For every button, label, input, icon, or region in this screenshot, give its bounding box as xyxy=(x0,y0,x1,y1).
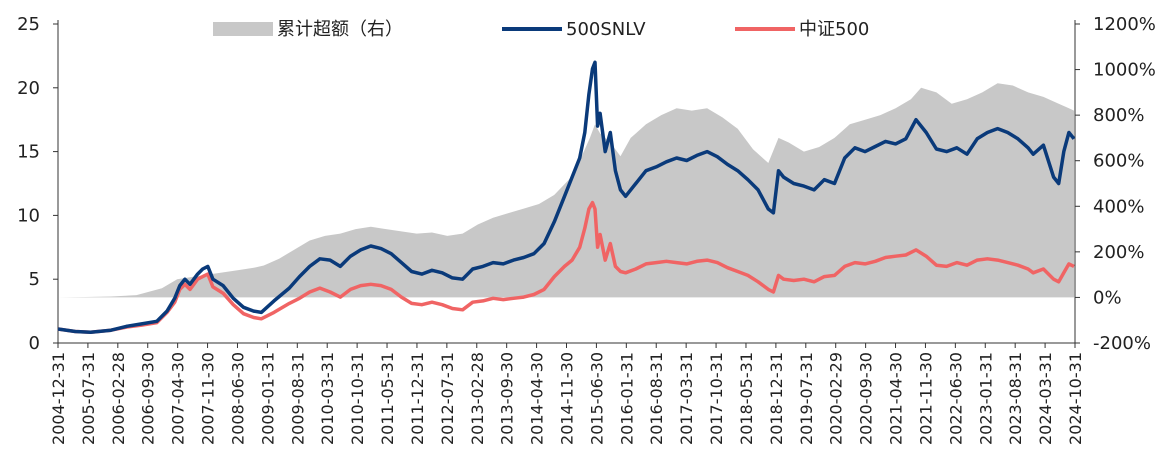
x-tick-label: 2022-06-30 xyxy=(946,352,965,445)
x-tick-label: 2010-10-31 xyxy=(348,352,367,445)
right-tick-label: 1000% xyxy=(1093,60,1156,81)
right-tick-label: 400% xyxy=(1093,196,1144,217)
x-axis-ticks: 2004-12-31 2005-07-31 2006-02-28 2006-09-30… xyxy=(49,343,1085,445)
left-tick-label: 5 xyxy=(29,269,40,290)
series-line-zz500 xyxy=(57,200,1075,334)
x-tick-label: 2020-09-30 xyxy=(857,352,876,445)
x-tick-label: 2013-09-30 xyxy=(498,352,517,445)
x-tick-label: 2016-08-31 xyxy=(647,352,666,445)
x-tick-label: 2016-01-31 xyxy=(617,352,636,445)
x-tick-label: 2018-05-31 xyxy=(737,352,756,445)
x-tick-label: 2007-04-30 xyxy=(169,352,188,445)
x-tick-label: 2010-03-31 xyxy=(318,352,337,445)
x-tick-label: 2023-08-31 xyxy=(1006,352,1025,445)
left-tick-label: 20 xyxy=(17,78,40,99)
x-tick-label: 2011-12-31 xyxy=(408,352,427,445)
right-tick-label: 800% xyxy=(1093,105,1144,126)
legend-label-snlv: 500SNLV xyxy=(566,19,646,40)
lines-layer xyxy=(57,60,1076,334)
left-tick-label: 0 xyxy=(29,333,40,354)
x-tick-label: 2017-03-31 xyxy=(677,352,696,445)
x-tick-label: 2023-01-31 xyxy=(976,352,995,445)
legend-swatch-excess xyxy=(213,22,273,36)
left-tick-label: 15 xyxy=(17,142,40,163)
x-tick-label: 2021-04-30 xyxy=(887,352,906,445)
x-tick-label: 2012-07-31 xyxy=(438,352,457,445)
x-tick-label: 2006-02-28 xyxy=(109,352,128,445)
right-axis-ticks: -200% 0% 200% 400% 600% 800% 1000% 1200% xyxy=(1075,14,1156,354)
left-tick-label: 25 xyxy=(17,14,40,35)
legend: 累计超额（右） 500SNLV 中证500 xyxy=(213,19,869,40)
legend-label-zz500: 中证500 xyxy=(799,19,869,40)
x-tick-label: 2011-05-31 xyxy=(378,352,397,445)
x-tick-label: 2014-04-30 xyxy=(528,352,547,445)
left-tick-label: 10 xyxy=(17,205,40,226)
right-tick-label: -200% xyxy=(1093,333,1151,354)
x-tick-label: 2017-10-31 xyxy=(707,352,726,445)
x-tick-label: 2018-12-31 xyxy=(767,352,786,445)
right-tick-label: 1200% xyxy=(1093,14,1156,35)
x-tick-label: 2013-02-28 xyxy=(468,352,487,445)
series-line-snlv xyxy=(57,60,1076,334)
x-tick-label: 2020-02-29 xyxy=(827,352,846,445)
x-tick-label: 2008-06-30 xyxy=(228,352,247,445)
x-tick-label: 2009-08-31 xyxy=(288,352,307,445)
left-axis-ticks: 0 5 10 15 20 25 xyxy=(17,14,58,354)
x-tick-label: 2004-12-31 xyxy=(49,352,68,445)
right-tick-label: 600% xyxy=(1093,151,1144,172)
right-tick-label: 0% xyxy=(1093,287,1122,308)
x-tick-label: 2024-10-31 xyxy=(1066,352,1085,445)
x-tick-label: 2005-07-31 xyxy=(79,352,98,445)
x-tick-label: 2006-09-30 xyxy=(139,352,158,445)
x-tick-label: 2007-11-30 xyxy=(199,352,218,445)
legend-label-excess: 累计超额（右） xyxy=(277,19,403,40)
x-tick-label: 2019-07-31 xyxy=(797,352,816,445)
x-tick-label: 2014-11-30 xyxy=(558,352,577,445)
right-tick-label: 200% xyxy=(1093,242,1144,263)
x-tick-label: 2021-11-30 xyxy=(916,352,935,445)
x-tick-label: 2024-03-31 xyxy=(1036,352,1055,445)
x-tick-label: 2015-06-30 xyxy=(587,352,606,445)
x-tick-label: 2009-01-31 xyxy=(258,352,277,445)
